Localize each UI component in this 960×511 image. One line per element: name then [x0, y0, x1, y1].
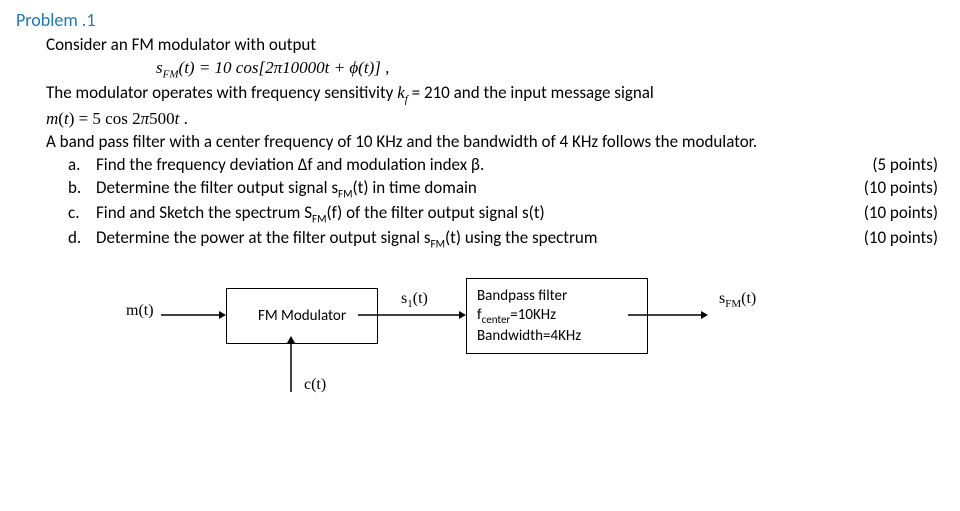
item-label: a.	[68, 154, 96, 177]
item-points: (10 points)	[864, 177, 938, 202]
box1-label: FM Modulator	[258, 307, 346, 326]
item-label: c.	[68, 202, 96, 227]
item-label: d.	[68, 227, 96, 252]
s1-label: s1(t)	[401, 288, 428, 312]
item-d: d. Determine the power at the filter out…	[68, 227, 944, 252]
line3: m(t) = 5 cos 2π500t .	[46, 108, 944, 131]
arrow-ct	[286, 336, 296, 392]
item-label: b.	[68, 177, 96, 202]
arrow-mt	[161, 310, 226, 320]
item-b: b. Determine the filter output signal sF…	[68, 177, 944, 202]
box2-line3: Bandwidth=4KHz	[477, 327, 637, 346]
line4: A band pass filter with a center frequen…	[46, 131, 944, 154]
item-a: a. Find the frequency deviation Δf and m…	[68, 154, 944, 177]
box2-line1: Bandpass filter	[477, 287, 637, 306]
line2: The modulator operates with frequency se…	[46, 82, 944, 107]
arrow-sfm	[628, 310, 708, 320]
item-c: c. Find and Sketch the spectrum SFM(f) o…	[68, 202, 944, 227]
intro-line: Consider an FM modulator with output	[46, 34, 944, 57]
problem-title: Problem .1	[16, 8, 944, 32]
sfm-label: sFM(t)	[719, 288, 756, 312]
mt-label: m(t)	[126, 300, 154, 322]
equation: sFM(t) = 10 cos[2π10000t + ϕ(t)] ,	[156, 57, 944, 82]
item-text: Determine the filter output signal sFM(t…	[96, 177, 864, 202]
box2-line2: fcenter=10KHz	[477, 306, 637, 327]
item-text: Find and Sketch the spectrum SFM(f) of t…	[96, 202, 864, 227]
item-text: Determine the power at the filter output…	[96, 227, 864, 252]
item-points: (10 points)	[864, 202, 938, 227]
question-list: a. Find the frequency deviation Δf and m…	[68, 154, 944, 253]
bandpass-filter-box: Bandpass filter fcenter=10KHz Bandwidth=…	[466, 278, 648, 354]
fm-modulator-box: FM Modulator	[226, 288, 378, 344]
block-diagram: m(t) FM Modulator s1(t) Bandpass filter …	[126, 278, 866, 408]
item-points: (10 points)	[864, 227, 938, 252]
ct-label: c(t)	[304, 374, 326, 396]
arrow-s1	[358, 310, 466, 320]
item-text: Find the frequency deviation Δf and modu…	[96, 154, 872, 177]
item-points: (5 points)	[872, 154, 938, 177]
